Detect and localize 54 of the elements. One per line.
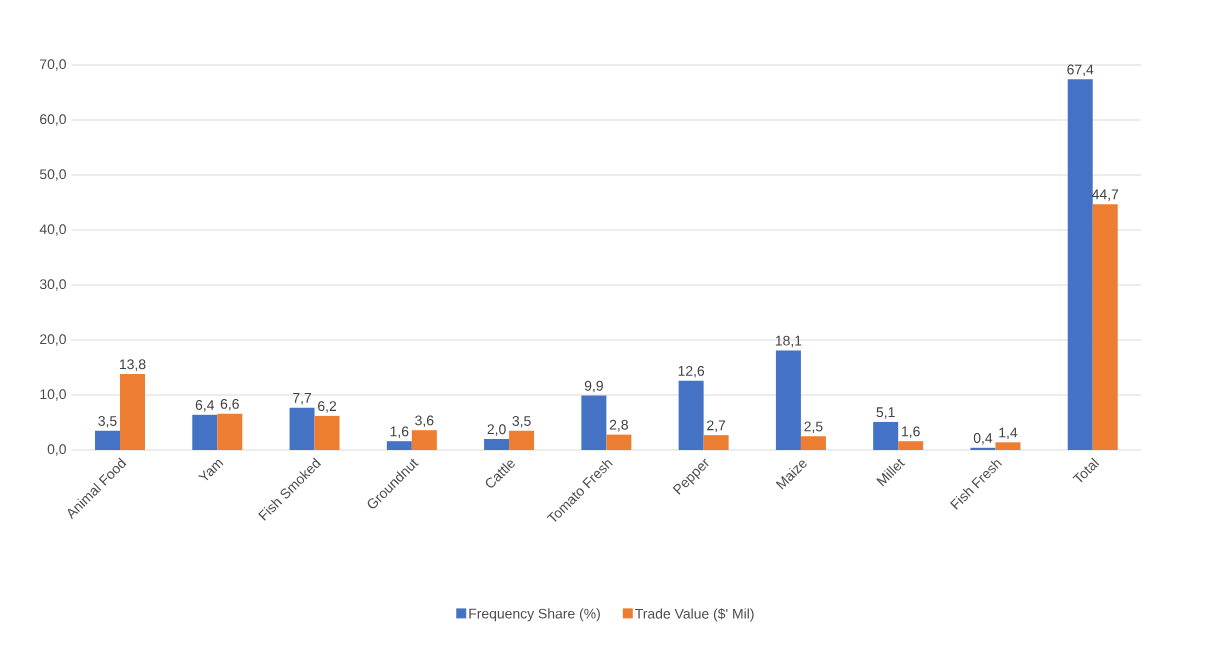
bar — [289, 407, 315, 450]
y-tick-label: 50,0 — [39, 169, 66, 181]
bar — [120, 374, 145, 450]
bar — [606, 434, 632, 450]
data-label: 2,7 — [707, 420, 726, 432]
bar — [800, 436, 826, 450]
bar — [509, 430, 535, 450]
y-tick-label: 60,0 — [40, 114, 66, 126]
bar — [192, 414, 218, 450]
bar — [1092, 204, 1118, 450]
y-tick-label: 70,0 — [40, 59, 66, 71]
legend-label: Trade Value ($' Mil) — [635, 608, 754, 622]
data-label: 1,6 — [902, 426, 920, 438]
bar — [775, 350, 801, 450]
bar — [898, 441, 924, 450]
data-label: 9,9 — [584, 380, 603, 393]
bar — [873, 421, 899, 450]
y-tick-label: 40,0 — [39, 224, 66, 236]
bar — [1067, 79, 1093, 450]
data-label: 3,5 — [98, 416, 117, 428]
bar — [314, 415, 340, 450]
data-label: 67,4 — [1067, 64, 1094, 77]
legend-label: Frequency Share (%) — [469, 608, 600, 622]
data-label: 0,4 — [973, 433, 993, 445]
x-tick-label: Yam — [197, 459, 224, 481]
y-tick-label: 10,0 — [40, 389, 66, 401]
data-label: 6,4 — [195, 400, 215, 412]
data-label: 2,8 — [609, 419, 628, 432]
bar — [95, 430, 120, 450]
bar — [386, 441, 412, 450]
data-label: 7,7 — [293, 393, 312, 405]
y-tick-label: 0,0 — [47, 444, 66, 456]
bar — [581, 395, 607, 450]
data-label: 6,6 — [220, 398, 239, 411]
data-label: 6,2 — [318, 401, 337, 413]
data-label: 1,6 — [390, 426, 409, 438]
data-label: 1,4 — [999, 427, 1018, 440]
bar — [678, 380, 704, 450]
data-label: 2,0 — [487, 424, 506, 436]
bar — [217, 413, 243, 450]
data-label: 3,5 — [512, 416, 531, 428]
data-label: 18,1 — [775, 335, 802, 348]
bar — [970, 447, 996, 450]
data-label: 2,5 — [804, 421, 823, 434]
y-tick-label: 30,0 — [39, 279, 66, 291]
bar — [703, 435, 729, 450]
data-label: 12,6 — [678, 365, 705, 378]
data-label: 5,1 — [876, 407, 895, 419]
data-label: 3,6 — [415, 415, 434, 427]
bar — [411, 430, 437, 450]
bar — [484, 439, 510, 450]
data-label: 13,8 — [119, 359, 146, 371]
y-tick-label: 20,0 — [40, 334, 66, 346]
bar — [995, 442, 1021, 450]
